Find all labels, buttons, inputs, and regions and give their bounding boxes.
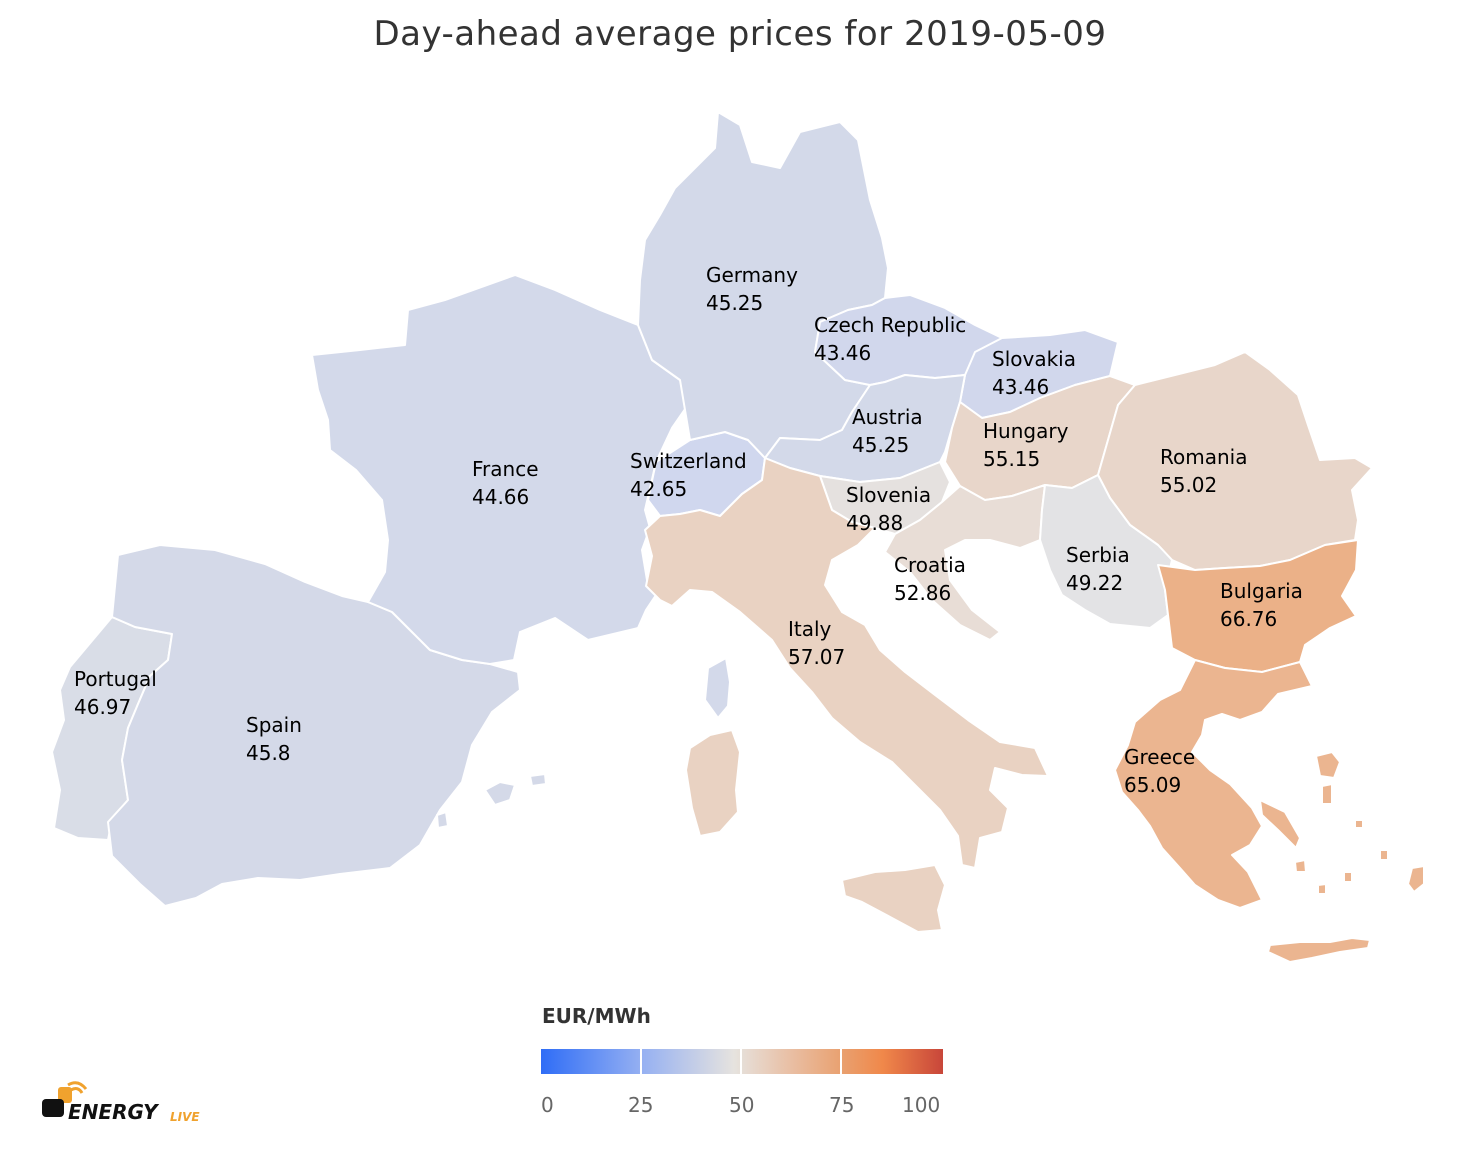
country-label-croatia: Croatia 52.86 xyxy=(894,553,966,605)
logo-suffix: LIVE xyxy=(170,1110,200,1124)
country-price: 55.15 xyxy=(983,447,1040,471)
country-label-slovenia: Slovenia 49.88 xyxy=(846,483,931,535)
legend-tick-50: 50 xyxy=(729,1093,755,1117)
legend-color-scale xyxy=(541,1049,943,1074)
country-name: France xyxy=(472,457,539,481)
country-name: Slovenia xyxy=(846,483,931,507)
country-name: Greece xyxy=(1124,745,1195,769)
map-title: Day-ahead average prices for 2019-05-09 xyxy=(373,14,1107,54)
country-label-france: France 44.66 xyxy=(472,457,539,509)
country-bulgaria[interactable] xyxy=(1157,539,1359,673)
country-france[interactable] xyxy=(311,274,691,665)
country-price: 45.8 xyxy=(246,741,291,765)
country-label-austria: Austria 45.25 xyxy=(852,405,923,457)
legend-separator xyxy=(840,1049,842,1074)
island-corsica xyxy=(704,657,731,719)
country-label-hungary: Hungary 55.15 xyxy=(983,419,1069,471)
country-price: 66.76 xyxy=(1220,607,1277,631)
country-price: 45.25 xyxy=(852,433,909,457)
country-name: Spain xyxy=(246,713,302,737)
country-label-switzerland: Switzerland 42.65 xyxy=(630,449,747,501)
legend-tick-0: 0 xyxy=(541,1093,554,1117)
legend-unit: EUR/MWh xyxy=(542,1004,651,1028)
country-name: Serbia xyxy=(1066,543,1130,567)
country-label-czech-republic: Czech Republic 43.46 xyxy=(814,313,966,365)
country-label-greece: Greece 65.09 xyxy=(1124,745,1195,797)
island-cyclades xyxy=(1294,819,1389,895)
island-ibiza xyxy=(436,811,449,829)
country-name: Romania xyxy=(1160,445,1247,469)
country-name: Bulgaria xyxy=(1220,579,1303,603)
island-sicily xyxy=(841,864,946,933)
island-menorca xyxy=(529,773,547,787)
logo-signal-icon xyxy=(42,1081,88,1117)
country-price: 57.07 xyxy=(788,645,845,669)
country-name: Germany xyxy=(706,263,798,287)
country-label-serbia: Serbia 49.22 xyxy=(1066,543,1130,595)
country-price: 43.46 xyxy=(814,341,871,365)
legend-tick-25: 25 xyxy=(628,1093,654,1117)
country-name: Hungary xyxy=(983,419,1069,443)
country-name: Switzerland xyxy=(630,449,747,473)
country-label-germany: Germany 45.25 xyxy=(706,263,798,315)
country-price: 65.09 xyxy=(1124,773,1181,797)
country-price: 49.22 xyxy=(1066,571,1123,595)
island-sardinia xyxy=(685,729,741,837)
logo-text: ENERGY xyxy=(68,1100,160,1124)
country-name: Portugal xyxy=(74,667,157,691)
energylive-logo: ENERGY LIVE xyxy=(42,1081,200,1124)
country-price: 42.65 xyxy=(630,477,687,501)
island-euboea xyxy=(1259,799,1301,849)
legend-tick-75: 75 xyxy=(829,1093,855,1117)
country-name: Austria xyxy=(852,405,923,429)
country-croatia[interactable] xyxy=(884,484,1046,641)
country-name: Slovakia xyxy=(992,347,1076,371)
country-italy[interactable] xyxy=(644,457,1049,869)
country-label-slovakia: Slovakia 43.46 xyxy=(992,347,1076,399)
island-mallorca xyxy=(484,781,516,806)
country-price: 52.86 xyxy=(894,581,951,605)
island-chios xyxy=(1321,783,1333,805)
europe-map: Germany 45.25 Czech Republic 43.46 Slovakia 4… xyxy=(51,111,1425,963)
country-price: 43.46 xyxy=(992,375,1049,399)
country-name: Italy xyxy=(788,617,832,641)
country-price: 55.02 xyxy=(1160,473,1217,497)
country-price: 49.88 xyxy=(846,511,903,535)
country-price: 45.25 xyxy=(706,291,763,315)
country-label-bulgaria: Bulgaria 66.76 xyxy=(1220,579,1303,631)
country-name: Croatia xyxy=(894,553,966,577)
country-label-italy: Italy 57.07 xyxy=(788,617,845,669)
island-crete xyxy=(1267,937,1371,963)
country-label-romania: Romania 55.02 xyxy=(1160,445,1247,497)
country-label-portugal: Portugal 46.97 xyxy=(74,667,157,719)
country-greece[interactable] xyxy=(1114,659,1313,909)
legend-tick-100: 100 xyxy=(902,1093,941,1117)
island-rhodes xyxy=(1407,865,1425,893)
island-lesbos xyxy=(1315,751,1341,779)
country-label-spain: Spain 45.8 xyxy=(246,713,302,765)
legend-separator xyxy=(740,1049,742,1074)
country-name: Czech Republic xyxy=(814,313,966,337)
country-price: 46.97 xyxy=(74,695,131,719)
legend-separator xyxy=(640,1049,642,1074)
country-price: 44.66 xyxy=(472,485,529,509)
